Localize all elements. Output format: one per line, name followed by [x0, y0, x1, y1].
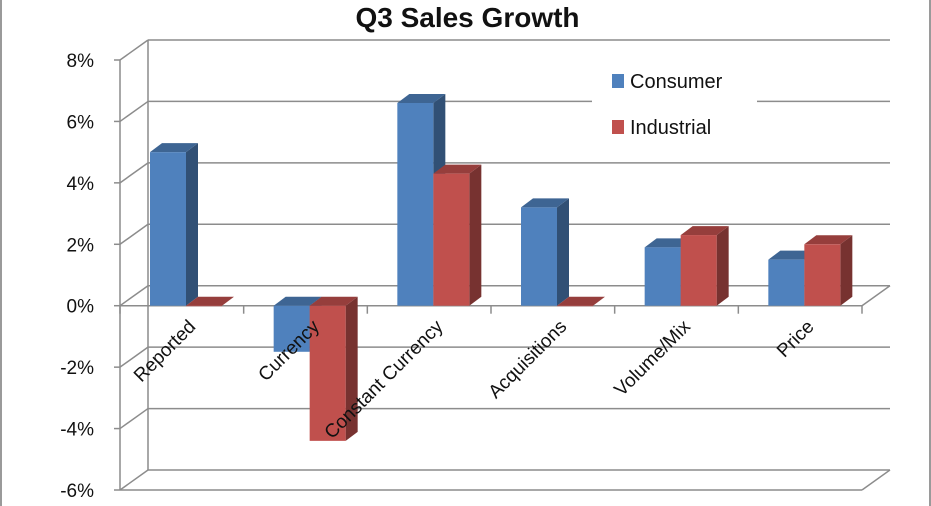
- y-tick-label: -6%: [60, 481, 94, 502]
- y-tick-label: 6%: [67, 112, 95, 133]
- bar-industrial-volume-mix: [680, 226, 729, 306]
- y-tick-label: 0%: [67, 297, 95, 318]
- bars: [150, 94, 853, 441]
- bar-industrial-acquisitions: [557, 296, 605, 307]
- gridlines: [119, 39, 891, 491]
- legend-label-industrial: Industrial: [630, 117, 711, 139]
- y-tick-label: 2%: [67, 235, 95, 256]
- y-tick-label: -2%: [60, 358, 94, 379]
- chart-title: Q3 Sales Growth: [355, 2, 580, 33]
- y-tick-label: 8%: [67, 51, 95, 72]
- bar-consumer-reported: [150, 143, 198, 306]
- category-label: Volume/Mix: [611, 316, 696, 401]
- category-label: Reported: [130, 316, 200, 386]
- bar-consumer-acquisitions: [521, 198, 569, 306]
- bar-industrial-price: [804, 235, 853, 306]
- y-tick-label: -4%: [60, 420, 94, 441]
- legend-label-consumer: Consumer: [630, 71, 723, 93]
- category-label: Price: [773, 316, 818, 361]
- bar-industrial-reported: [186, 296, 234, 307]
- legend-swatch-consumer: [612, 74, 624, 88]
- category-label: Acquisitions: [485, 316, 572, 403]
- y-axis-ticks: 8% 6% 4% 2% 0% -2% -4% -6%: [60, 51, 120, 502]
- legend: Consumer Industrial: [592, 64, 757, 154]
- legend-swatch-industrial: [612, 120, 624, 134]
- bar-industrial-currency: [309, 296, 358, 441]
- y-tick-label: 4%: [67, 174, 95, 195]
- bar-industrial-constant-currency: [433, 164, 482, 306]
